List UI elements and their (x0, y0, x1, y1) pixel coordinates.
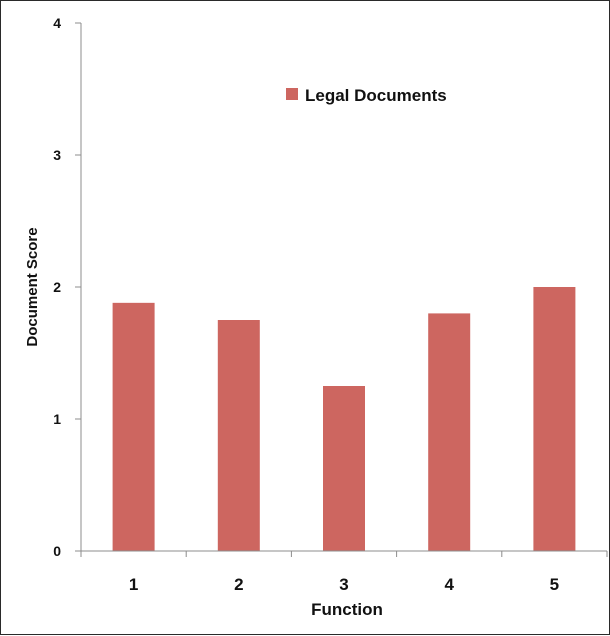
legend: Legal Documents (286, 86, 447, 105)
x-axis-title: Function (311, 600, 383, 619)
bar-function-1 (112, 302, 155, 551)
bar-function-4 (428, 313, 471, 551)
y-tick-label: 3 (53, 147, 61, 163)
y-tick-label: 4 (53, 15, 61, 31)
legend-label-legal-documents: Legal Documents (305, 86, 447, 105)
x-tick-label: 1 (129, 575, 138, 594)
x-tick-label: 3 (339, 575, 348, 594)
y-tick-label: 0 (53, 543, 61, 559)
x-tick-label: 5 (550, 575, 559, 594)
x-axis-ticks: 1 2 3 4 5 (80, 551, 608, 594)
bar-series (112, 287, 576, 551)
bar-function-5 (533, 287, 576, 551)
y-axis-title: Document Score (24, 227, 41, 346)
bar-function-3 (323, 386, 365, 551)
y-axis-ticks: 0 1 2 3 4 (53, 15, 81, 559)
y-tick-label: 2 (53, 279, 61, 295)
y-tick-label: 1 (53, 411, 61, 427)
bar-function-2 (217, 320, 260, 551)
legend-swatch-legal-documents (286, 88, 298, 100)
x-tick-label: 2 (234, 575, 243, 594)
x-tick-label: 4 (444, 575, 454, 594)
